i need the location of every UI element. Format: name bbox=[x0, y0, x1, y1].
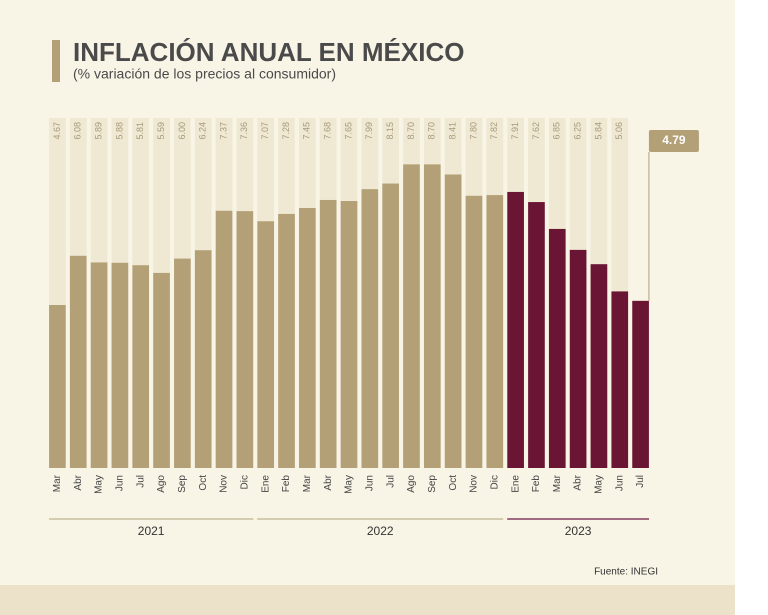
value-label: 7.91 bbox=[510, 122, 520, 140]
x-tick-label: Mar bbox=[302, 474, 313, 492]
value-label: 7.45 bbox=[302, 122, 312, 140]
chart-subtitle: (% variación de los precios al consumido… bbox=[73, 66, 336, 82]
value-label: 7.36 bbox=[239, 122, 249, 140]
value-label: 8.41 bbox=[448, 122, 458, 140]
title-accent bbox=[52, 40, 60, 82]
bar bbox=[632, 300, 649, 468]
x-tick-label: Jun bbox=[614, 475, 625, 491]
value-label: 5.06 bbox=[614, 122, 624, 140]
value-label: 7.82 bbox=[489, 122, 499, 140]
value-label: 4.67 bbox=[52, 122, 62, 140]
callout-box bbox=[648, 130, 699, 152]
bar bbox=[569, 249, 587, 468]
x-tick-label: Ene bbox=[260, 475, 271, 493]
year-label: 2022 bbox=[367, 524, 394, 538]
source: Fuente: INEGI bbox=[594, 567, 658, 578]
bar bbox=[278, 213, 295, 468]
bar bbox=[257, 221, 275, 468]
value-label: 8.15 bbox=[385, 122, 395, 140]
bar bbox=[299, 207, 316, 468]
x-tick-label: Nov bbox=[219, 475, 230, 493]
value-label: 7.62 bbox=[531, 122, 541, 140]
x-tick-label: Ene bbox=[510, 475, 521, 493]
bar bbox=[465, 195, 483, 468]
x-tick-label: Ago bbox=[406, 475, 417, 493]
bar bbox=[90, 262, 108, 468]
bar bbox=[528, 202, 545, 468]
x-tick-label: Jul bbox=[385, 475, 396, 488]
bar bbox=[444, 174, 462, 468]
x-tick-label: Jul bbox=[635, 475, 646, 488]
bar bbox=[236, 211, 254, 469]
value-label: 6.08 bbox=[73, 122, 83, 140]
x-tick-label: May bbox=[344, 475, 355, 494]
x-tick-label: Oct bbox=[448, 475, 459, 491]
x-tick-label: Sep bbox=[177, 475, 188, 493]
x-tick-label: Jul bbox=[135, 475, 146, 488]
chart-title: INFLACIÓN ANUAL EN MÉXICO bbox=[73, 37, 464, 67]
value-label: 5.84 bbox=[593, 122, 603, 140]
value-label: 7.80 bbox=[468, 122, 478, 140]
value-label: 7.68 bbox=[323, 122, 333, 140]
bar bbox=[319, 199, 337, 468]
bar bbox=[111, 262, 129, 468]
x-tick-label: Dic bbox=[240, 475, 251, 489]
x-tick-label: May bbox=[94, 475, 105, 494]
x-tick-label: Nov bbox=[469, 475, 480, 493]
x-tick-label: Feb bbox=[281, 475, 292, 493]
x-tick-label: Dic bbox=[489, 475, 500, 489]
bar bbox=[548, 228, 566, 468]
value-label: 8.70 bbox=[406, 122, 416, 140]
value-label: 5.59 bbox=[156, 122, 166, 140]
bar bbox=[153, 272, 170, 468]
bar bbox=[423, 164, 441, 468]
bar bbox=[215, 210, 233, 469]
bar bbox=[507, 191, 524, 469]
bar bbox=[590, 264, 608, 468]
value-label: 7.07 bbox=[260, 122, 270, 140]
bar bbox=[611, 291, 629, 468]
x-tick-label: Mar bbox=[52, 474, 63, 492]
bar bbox=[403, 164, 420, 468]
value-label: 8.70 bbox=[427, 122, 437, 140]
value-label: 5.81 bbox=[135, 122, 145, 140]
year-label: 2023 bbox=[565, 524, 592, 538]
value-label: 7.99 bbox=[364, 122, 374, 140]
x-tick-label: Abr bbox=[573, 474, 584, 490]
bar bbox=[174, 258, 191, 468]
value-label: 7.65 bbox=[343, 122, 353, 140]
value-label: 6.00 bbox=[177, 122, 187, 140]
x-tick-label: Oct bbox=[198, 475, 209, 491]
value-label: 6.25 bbox=[572, 122, 582, 140]
x-tick-label: Abr bbox=[323, 474, 334, 490]
value-label: 6.85 bbox=[552, 122, 562, 140]
value-label: 5.89 bbox=[93, 122, 103, 140]
value-label: 5.88 bbox=[114, 122, 124, 140]
bar bbox=[382, 183, 399, 468]
bar bbox=[340, 201, 358, 468]
x-tick-label: May bbox=[594, 475, 605, 494]
year-label: 2021 bbox=[138, 524, 165, 538]
x-tick-label: Mar bbox=[552, 474, 563, 492]
bar bbox=[361, 189, 379, 469]
bar bbox=[132, 265, 150, 468]
bar bbox=[49, 305, 66, 468]
value-label: 7.37 bbox=[218, 122, 228, 140]
x-tick-label: Jun bbox=[364, 475, 375, 491]
x-tick-label: Jun bbox=[115, 475, 126, 491]
bar bbox=[69, 255, 87, 468]
value-label: 7.28 bbox=[281, 122, 291, 140]
x-tick-label: Ago bbox=[156, 475, 167, 493]
value-label: 4.79 bbox=[662, 133, 686, 147]
decorative-strip bbox=[0, 585, 735, 615]
x-tick-label: Abr bbox=[73, 474, 84, 490]
bar bbox=[486, 195, 504, 468]
value-label: 6.24 bbox=[198, 122, 208, 140]
x-tick-label: Sep bbox=[427, 475, 438, 493]
bar bbox=[194, 250, 212, 468]
x-tick-label: Feb bbox=[531, 475, 542, 493]
